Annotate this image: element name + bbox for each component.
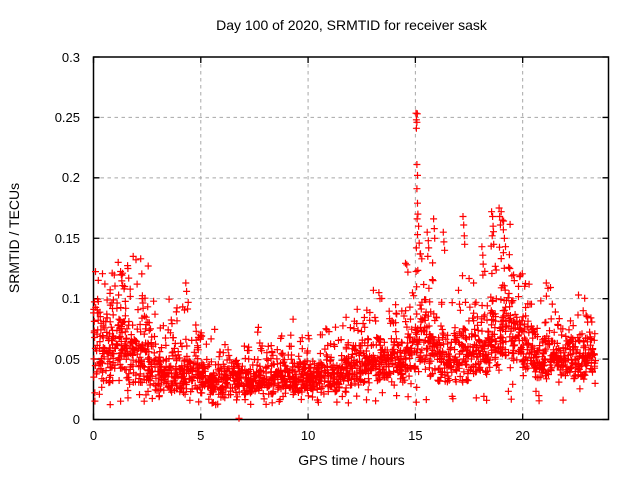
x-tick-label: 0 — [89, 428, 98, 443]
x-tick-label: 10 — [300, 428, 316, 443]
x-axis-label: GPS time / hours — [298, 452, 405, 468]
gridlines — [93, 57, 609, 420]
y-tick-label: 0.3 — [61, 49, 80, 65]
y-tick-label: 0.2 — [61, 170, 80, 186]
y-tick-label: 0 — [72, 412, 80, 427]
x-tick-label: 5 — [197, 428, 205, 443]
y-tick-label: 0.05 — [54, 351, 80, 367]
scatter-points — [90, 109, 599, 422]
y-tick-label: 0.15 — [54, 230, 80, 246]
y-tick-label: 0.1 — [61, 291, 80, 307]
axis-ticks — [92, 56, 609, 421]
chart-title: Day 100 of 2020, SRMTID for receiver sas… — [216, 17, 487, 33]
x-tick-label: 15 — [408, 428, 423, 443]
x-tick-label: 20 — [515, 428, 530, 443]
y-tick-label: 0.25 — [54, 109, 80, 125]
